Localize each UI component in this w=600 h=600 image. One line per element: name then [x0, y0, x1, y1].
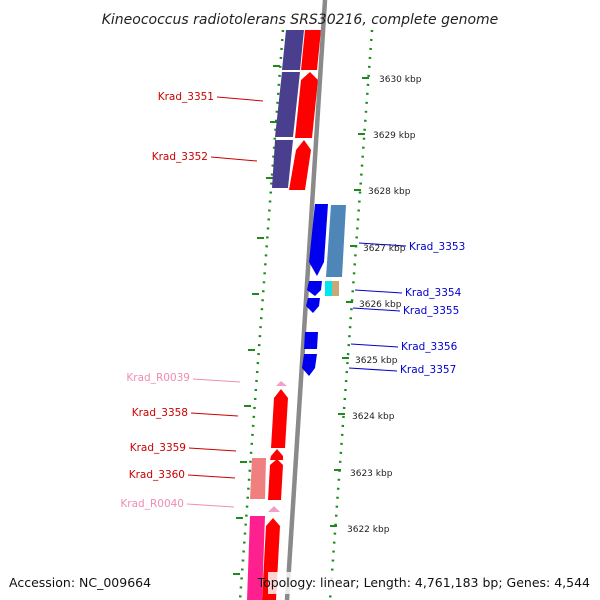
gene-label-krad-3359[interactable]: Krad_3359 — [130, 442, 186, 454]
gene-red-top[interactable] — [301, 30, 321, 70]
kbp-label-3622: 3622 kbp — [347, 525, 390, 535]
gene-cyan-block[interactable] — [325, 281, 332, 296]
gene-krad-3352-body[interactable] — [272, 140, 293, 188]
gene-krad-3356-block[interactable] — [304, 332, 318, 349]
gene-label-krad-3352[interactable]: Krad_3352 — [152, 151, 208, 163]
right-strand-ticks — [330, 77, 369, 527]
forward-strand-genes — [302, 204, 346, 376]
gene-steel-block[interactable] — [326, 205, 346, 277]
kbp-label-3626: 3626 kbp — [359, 300, 402, 310]
right-dotted-guide — [328, 29, 374, 600]
kbp-label-3628: 3628 kbp — [368, 187, 411, 197]
left-strand-ticks — [233, 65, 280, 575]
kbp-label-3624: 3624 kbp — [352, 412, 395, 422]
gene-label-krad-3358[interactable]: Krad_3358 — [132, 407, 188, 419]
gene-krad-3359-arrow[interactable] — [270, 449, 283, 460]
gene-krad-3354-arrow[interactable] — [307, 281, 322, 296]
gene-krad-3358-arrow[interactable] — [271, 389, 288, 448]
gene-krad-r0040-marker[interactable] — [268, 506, 280, 512]
gene-red-arrow-1[interactable] — [295, 72, 318, 138]
gene-label-krad-3353[interactable]: Krad_3353 — [409, 241, 465, 253]
gene-salmon-block[interactable] — [250, 458, 266, 499]
left-dotted-guide — [238, 29, 285, 600]
gene-magenta-block[interactable] — [247, 516, 265, 600]
gene-label-krad-3356[interactable]: Krad_3356 — [401, 341, 458, 353]
gene-label-krad-3360[interactable]: Krad_3360 — [129, 469, 185, 481]
topology-text: Topology: linear; Length: 4,761,183 bp; … — [257, 575, 590, 590]
genome-backbone — [284, 0, 328, 600]
gene-purple-top[interactable] — [282, 30, 304, 70]
gene-label-krad-r0040[interactable]: Krad_R0040 — [120, 498, 184, 510]
kbp-label-3629: 3629 kbp — [373, 131, 416, 141]
gene-label-krad-3354[interactable]: Krad_3354 — [405, 287, 462, 299]
gene-red-arrow-2[interactable] — [289, 140, 311, 190]
map-title: Kineococcus radiotolerans SRS30216, comp… — [102, 12, 499, 28]
kbp-label-3630: 3630 kbp — [379, 75, 422, 85]
gene-krad-r0039-marker[interactable] — [276, 381, 287, 386]
gene-label-krad-r0039[interactable]: Krad_R0039 — [126, 372, 190, 384]
kbp-label-3625: 3625 kbp — [355, 356, 398, 366]
gene-krad-3357-arrow[interactable] — [302, 354, 317, 376]
topology-backdrop — [268, 572, 592, 594]
gene-tan-block[interactable] — [332, 281, 339, 296]
gene-label-krad-3357[interactable]: Krad_3357 — [400, 364, 456, 376]
reverse-strand-genes — [247, 30, 321, 600]
gene-label-krad-3355[interactable]: Krad_3355 — [403, 305, 459, 317]
gene-krad-3351-body[interactable] — [275, 72, 300, 137]
gene-label-krad-3351[interactable]: Krad_3351 — [158, 91, 214, 103]
gene-krad-3360-arrow[interactable] — [268, 459, 283, 500]
accession-text: Accession: NC_009664 — [9, 575, 151, 590]
kbp-label-3627: 3627 kbp — [363, 244, 406, 254]
gene-krad-3353-arrow[interactable] — [309, 204, 328, 276]
kbp-label-3623: 3623 kbp — [350, 469, 393, 479]
leader-lines — [186, 96, 407, 508]
gene-krad-3355-arrow[interactable] — [306, 298, 320, 313]
